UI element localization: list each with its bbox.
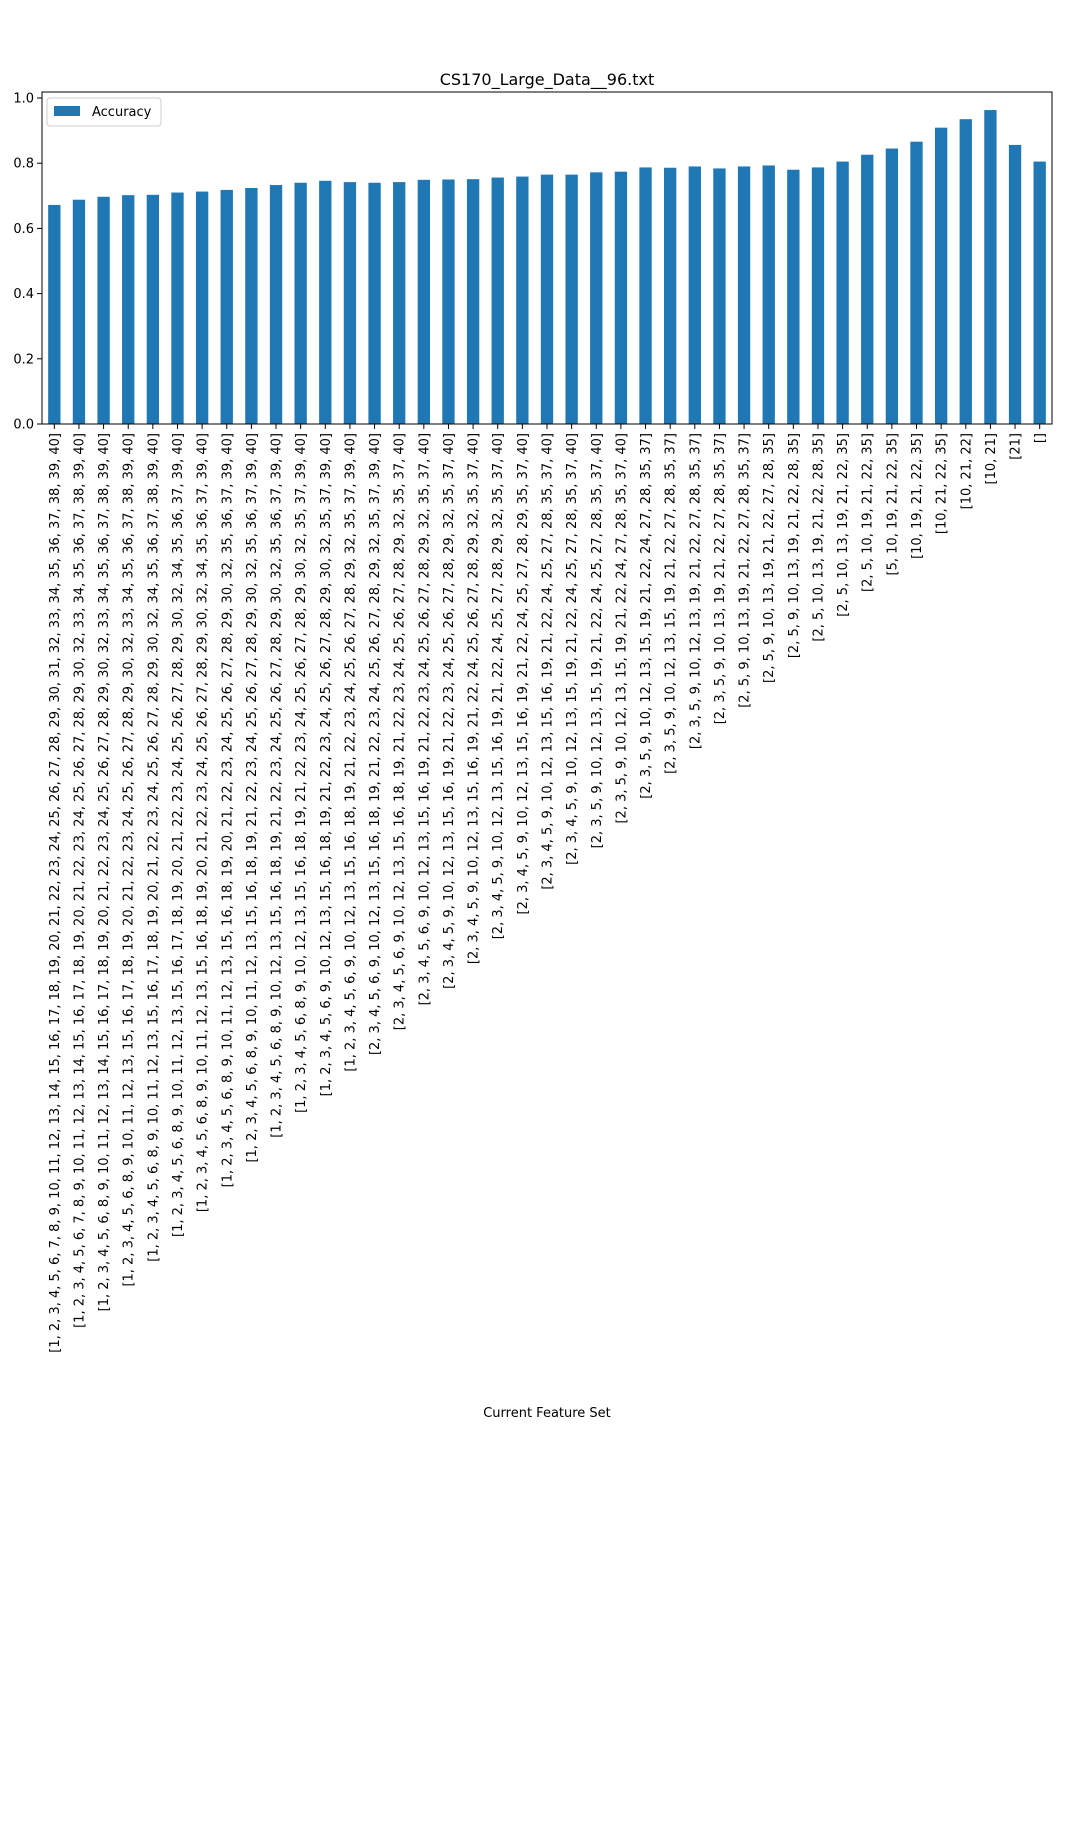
x-tick-label-8: [1, 2, 3, 4, 5, 6, 8, 9, 10, 11, 12, 13,… (245, 433, 260, 1163)
bar-7 (220, 189, 233, 424)
bar-29 (762, 165, 775, 425)
x-axis-label: Current Feature Set (483, 1406, 611, 1421)
bar-35 (910, 141, 923, 424)
x-tick-label-36: [10, 21, 22, 35] (935, 433, 950, 534)
x-tick-label-13: [2, 3, 4, 5, 6, 9, 10, 12, 13, 15, 16, 1… (368, 433, 383, 1055)
bar-17 (466, 179, 480, 424)
x-tick-label-25: [2, 3, 5, 9, 10, 12, 13, 15, 19, 21, 22,… (664, 433, 679, 774)
x-tick-label-30: [2, 5, 9, 10, 13, 19, 21, 22, 28, 35] (787, 433, 802, 658)
x-tick-label-12: [1, 2, 3, 4, 5, 6, 9, 10, 12, 13, 15, 16… (343, 433, 358, 1072)
x-tick-label-15: [2, 3, 4, 5, 6, 9, 10, 12, 13, 15, 16, 1… (417, 433, 432, 1005)
x-tick-label-4: [1, 2, 3, 4, 5, 6, 8, 9, 10, 11, 12, 13,… (146, 433, 161, 1262)
x-tick-label-38: [10, 21] (984, 433, 999, 485)
x-tick-label-2: [1, 2, 3, 4, 5, 6, 8, 9, 10, 11, 12, 13,… (97, 433, 112, 1311)
bar-5 (171, 192, 184, 424)
x-tick-label-3: [1, 2, 3, 4, 5, 6, 8, 9, 10, 11, 12, 13,… (122, 433, 137, 1287)
x-tick-label-40: [] (1033, 433, 1048, 443)
legend-label: Accuracy (92, 105, 152, 120)
bar-14 (393, 182, 406, 424)
x-tick-label-5: [1, 2, 3, 4, 5, 6, 8, 9, 10, 11, 12, 13,… (171, 433, 186, 1237)
bar-13 (368, 182, 381, 424)
bar-3 (122, 195, 135, 424)
bar-40 (1033, 161, 1046, 424)
bar-24 (639, 167, 652, 424)
bar-20 (540, 174, 554, 424)
x-tick-label-22: [2, 3, 5, 9, 10, 12, 13, 15, 19, 21, 22,… (590, 433, 605, 848)
x-tick-label-39: [21] (1009, 433, 1024, 460)
bar-9 (269, 185, 283, 424)
x-tick-label-17: [2, 3, 4, 5, 9, 10, 12, 13, 15, 16, 19, … (467, 433, 482, 964)
chart-title: CS170_Large_Data__96.txt (440, 70, 655, 90)
bar-26 (688, 166, 701, 424)
bar-32 (836, 161, 849, 424)
x-tick-label-6: [1, 2, 3, 4, 5, 6, 8, 9, 10, 11, 12, 13,… (196, 433, 211, 1212)
bar-1 (72, 199, 86, 424)
x-tick-label-32: [2, 5, 10, 13, 19, 21, 22, 35] (836, 433, 851, 617)
bar-25 (664, 167, 677, 424)
y-tick-label-2: 0.4 (13, 287, 34, 302)
bar-21 (565, 174, 578, 424)
bar-2 (97, 196, 110, 424)
bar-0 (48, 204, 61, 424)
bar-23 (614, 171, 628, 424)
x-tick-label-1: [1, 2, 3, 4, 5, 6, 7, 8, 9, 10, 11, 12, … (72, 433, 87, 1328)
legend-box (46, 97, 162, 127)
bar-38 (984, 110, 997, 424)
bar-8 (245, 187, 258, 424)
legend: Accuracy (46, 97, 162, 127)
x-tick-label-20: [2, 3, 4, 5, 9, 10, 12, 13, 15, 16, 19, … (541, 433, 556, 890)
bar-12 (343, 182, 357, 424)
x-tick-label-0: [1, 2, 3, 4, 5, 6, 7, 8, 9, 10, 11, 12, … (48, 433, 63, 1353)
x-tick-label-19: [2, 3, 4, 5, 9, 10, 12, 13, 15, 16, 19, … (516, 433, 531, 914)
x-tick-label-26: [2, 3, 5, 9, 10, 12, 13, 19, 21, 22, 27,… (688, 433, 703, 749)
bar-31 (811, 167, 825, 424)
y-tick-label-4: 0.8 (13, 157, 34, 172)
x-tick-label-37: [10, 21, 22] (959, 433, 974, 509)
bar-30 (787, 169, 800, 424)
x-tick-label-14: [2, 3, 4, 5, 6, 9, 10, 12, 13, 15, 16, 1… (393, 433, 408, 1030)
bar-19 (516, 176, 529, 424)
x-tick-label-7: [1, 2, 3, 4, 5, 6, 8, 9, 10, 11, 12, 13,… (220, 433, 235, 1187)
x-tick-label-35: [10, 19, 21, 22, 35] (910, 433, 925, 559)
bar-37 (959, 119, 972, 424)
bar-27 (713, 168, 726, 424)
bar-28 (737, 166, 751, 424)
bar-16 (442, 179, 455, 424)
x-tick-label-10: [1, 2, 3, 4, 5, 6, 8, 9, 10, 12, 13, 15,… (294, 433, 309, 1113)
x-tick-label-29: [2, 5, 9, 10, 13, 19, 21, 22, 27, 28, 35… (762, 433, 777, 683)
x-tick-label-9: [1, 2, 3, 4, 5, 6, 8, 9, 10, 12, 13, 15,… (270, 433, 285, 1138)
x-tick-label-27: [2, 3, 5, 9, 10, 13, 19, 21, 22, 27, 28,… (713, 433, 728, 724)
bar-11 (319, 180, 332, 424)
x-tick-label-11: [1, 2, 3, 4, 5, 6, 9, 10, 12, 13, 15, 16… (319, 433, 334, 1096)
x-tick-label-18: [2, 3, 4, 5, 9, 10, 12, 13, 15, 16, 19, … (491, 433, 506, 939)
bar-39 (1008, 144, 1022, 424)
bar-18 (491, 177, 504, 424)
bar-33 (861, 154, 874, 424)
y-axis: 0.0 0.2 0.4 0.6 0.8 1.0 (13, 92, 42, 433)
bar-6 (195, 191, 209, 424)
bar-4 (146, 194, 160, 424)
bar-36 (934, 127, 948, 425)
y-tick-label-5: 1.0 (13, 92, 34, 107)
x-tick-label-33: [2, 5, 10, 19, 21, 22, 35] (861, 433, 876, 592)
y-tick-label-1: 0.2 (13, 352, 34, 367)
x-tick-label-23: [2, 3, 5, 9, 10, 12, 13, 15, 19, 21, 22,… (614, 433, 629, 824)
bar-22 (590, 172, 603, 424)
bar-15 (417, 179, 430, 424)
bars-group (48, 110, 1046, 425)
x-tick-label-31: [2, 5, 10, 13, 19, 21, 22, 28, 35] (811, 433, 826, 642)
y-tick-label-3: 0.6 (13, 222, 34, 237)
legend-swatch (54, 106, 80, 116)
x-tick-label-16: [2, 3, 4, 5, 9, 10, 12, 13, 15, 16, 19, … (442, 433, 457, 989)
x-tick-label-34: [5, 10, 19, 21, 22, 35] (885, 433, 900, 575)
x-tick-label-21: [2, 3, 4, 5, 9, 10, 12, 13, 15, 19, 21, … (565, 433, 580, 865)
x-tick-label-28: [2, 5, 9, 10, 13, 19, 21, 22, 27, 28, 35… (738, 433, 753, 708)
bar-34 (885, 148, 899, 424)
plot-frame (41, 91, 1053, 425)
x-axis-tick-labels: [1, 2, 3, 4, 5, 6, 7, 8, 9, 10, 11, 12, … (48, 424, 1048, 1353)
x-tick-label-24: [2, 3, 5, 9, 10, 12, 13, 15, 19, 21, 22,… (639, 433, 654, 799)
bar-10 (294, 182, 307, 424)
y-tick-label-0: 0.0 (13, 418, 34, 433)
